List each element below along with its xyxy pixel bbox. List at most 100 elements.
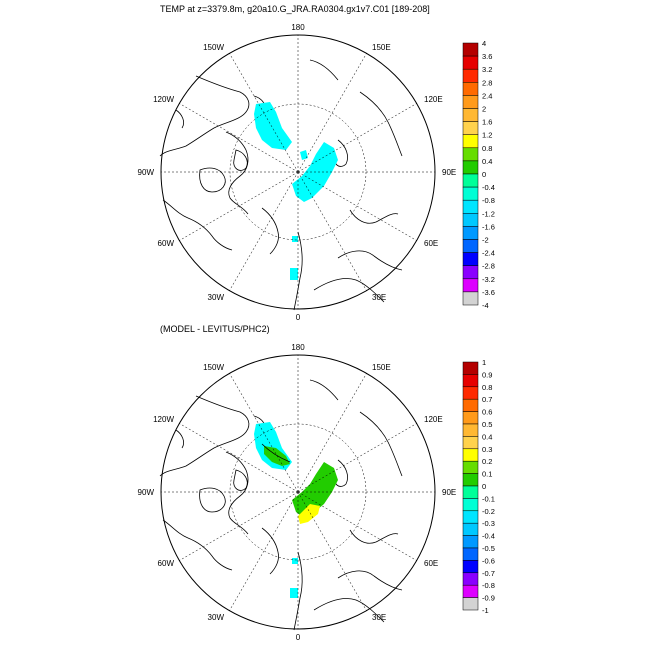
top-colorbar-swatch — [462, 199, 479, 214]
top-colorbar-tick-label: 3.2 — [482, 65, 492, 74]
bottom-colorbar-tick-label: -0.3 — [482, 519, 495, 528]
top-colorbar-swatch — [462, 121, 479, 135]
bottom-colorbar-tick-label: 0.6 — [482, 408, 492, 417]
top-colorbar-tick-label: 1.2 — [482, 131, 492, 140]
top-lon-label-60w: 60W — [158, 239, 175, 248]
bottom-lon-label-180: 180 — [291, 343, 305, 352]
top-colorbar-tick-label: 0.8 — [482, 144, 492, 153]
bottom-colorbar-tick-label: -0.1 — [482, 494, 495, 503]
bottom-colorbar-tick-label: -0.4 — [482, 532, 495, 541]
top-field-patch-c — [290, 268, 298, 280]
bottom-colorbar-swatch — [462, 510, 479, 524]
bottom-colorbar-swatch — [462, 547, 479, 561]
top-colorbar-tick-label: 2.4 — [482, 91, 492, 100]
top-lon-label-120e: 120E — [424, 95, 443, 104]
bottom-field-zero-contour — [261, 443, 291, 463]
bottom-colorbar-tick-label: 0.3 — [482, 445, 492, 454]
bottom-colorbar-tick-label: 0.1 — [482, 470, 492, 479]
top-colorbar-swatch — [462, 147, 479, 162]
top-colorbar-swatch — [462, 82, 479, 96]
top-coastlines — [159, 59, 403, 311]
bottom-lon-label-90e: 90E — [442, 488, 456, 497]
top-longitude-labels: 180 150E 120E 90E 60E 30E 0 30W 60W 90W … — [138, 23, 457, 322]
bottom-lon-label-150e: 150E — [372, 363, 391, 372]
top-colorbar-tick-label: 3.6 — [482, 52, 492, 61]
top-colorbar-tick-label: -2.4 — [482, 249, 495, 258]
top-colorbar-swatch — [462, 55, 479, 70]
bottom-colorbar-swatch — [462, 361, 479, 375]
top-panel-title: TEMP at z=3379.8m, g20a10.G_JRA.RA0304.g… — [160, 4, 430, 14]
top-lon-label-150e: 150E — [372, 43, 391, 52]
top-colorbar: 4 3.6 3.2 2.8 2.4 2 1.6 1.2 0.8 0.4 0 -0.4 -0.8 -1.2 -… — [462, 39, 495, 310]
top-colorbar-tick-label: 0.4 — [482, 157, 492, 166]
bottom-lon-label-60w: 60W — [158, 559, 175, 568]
top-lon-label-30w: 30W — [208, 293, 225, 302]
top-colorbar-tick-label: 2 — [482, 105, 486, 114]
bottom-colorbar-swatch — [462, 460, 479, 474]
bottom-colorbar-tick-label: -0.7 — [482, 569, 495, 578]
bottom-colorbar-swatch — [462, 498, 479, 512]
top-panel: TEMP at z=3379.8m, g20a10.G_JRA.RA0304.g… — [138, 4, 495, 322]
top-lon-label-90w: 90W — [138, 168, 155, 177]
bottom-colorbar-tick-label: -0.6 — [482, 556, 495, 565]
top-colorbar-tick-label: -0.8 — [482, 196, 495, 205]
bottom-colorbar-swatch — [462, 485, 479, 499]
top-colorbar-tick-label: -0.4 — [482, 183, 495, 192]
top-lon-label-150w: 150W — [203, 43, 224, 52]
top-lon-label-60e: 60E — [424, 239, 438, 248]
bottom-field-eurasian-basin — [292, 462, 338, 518]
top-colorbar-swatch — [462, 160, 479, 175]
bottom-colorbar-swatch — [462, 535, 479, 549]
bottom-colorbar-tick-label: 0.4 — [482, 432, 492, 441]
top-colorbar-swatch — [462, 239, 479, 253]
top-colorbar-tick-label: -3.6 — [482, 288, 495, 297]
bottom-lon-label-60e: 60E — [424, 559, 438, 568]
top-lon-label-90e: 90E — [442, 168, 456, 177]
bottom-colorbar-tick-label: 0 — [482, 482, 486, 491]
top-colorbar-tick-label: 1.6 — [482, 118, 492, 127]
bottom-colorbar-swatch — [462, 411, 479, 425]
bottom-colorbar-tick-label: -1 — [482, 606, 489, 615]
top-lon-label-180: 180 — [291, 23, 305, 32]
top-colorbar-swatch — [462, 252, 479, 266]
bottom-colorbar: 1 0.9 0.8 0.7 0.6 0.5 0.4 0.3 0.2 0.1 0 -0.1 -0.2 -0.… — [462, 358, 495, 615]
bottom-lon-label-120w: 120W — [153, 415, 174, 424]
bottom-colorbar-tick-label: -0.9 — [482, 594, 495, 603]
bottom-field-patch-a — [292, 558, 298, 564]
top-colorbar-swatch — [462, 186, 479, 201]
bottom-colorbar-swatch — [462, 572, 479, 586]
bottom-colorbar-swatch — [462, 597, 479, 611]
bottom-panel: (MODEL - LEVITUS/PHC2) — [138, 324, 495, 642]
top-lon-label-120w: 120W — [153, 95, 174, 104]
top-colorbar-swatch — [462, 226, 479, 240]
bottom-colorbar-swatch — [462, 386, 479, 400]
top-colorbar-tick-label: 4 — [482, 39, 486, 48]
top-colorbar-tick-label: 0 — [482, 170, 486, 179]
top-colorbar-tick-label: 2.8 — [482, 78, 492, 87]
top-colorbar-tick-label: -3.2 — [482, 275, 495, 284]
bottom-colorbar-swatch — [462, 522, 479, 536]
bottom-panel-title: (MODEL - LEVITUS/PHC2) — [160, 324, 270, 334]
top-lon-label-0: 0 — [296, 313, 301, 322]
top-map-boundary — [160, 34, 436, 310]
bottom-colorbar-swatch — [462, 374, 479, 388]
bottom-coastlines — [159, 379, 403, 631]
top-colorbar-tick-label: -2.8 — [482, 262, 495, 271]
bottom-map-boundary — [160, 354, 436, 630]
top-colorbar-swatch — [462, 68, 479, 83]
bottom-graticule — [161, 355, 435, 629]
bottom-field-eurasian-yellow — [298, 504, 320, 524]
top-colorbar-swatch — [462, 95, 479, 109]
bottom-colorbar-tick-label: -0.2 — [482, 507, 495, 516]
bottom-longitude-labels: 180 150E 120E 90E 60E 30E 0 30W 60W 90W … — [138, 343, 457, 642]
bottom-colorbar-tick-label: -0.8 — [482, 581, 495, 590]
top-colorbar-tick-label: -4 — [482, 301, 489, 310]
bottom-colorbar-swatch — [462, 584, 479, 598]
bottom-field-patch-b — [290, 588, 298, 598]
bottom-lon-label-30e: 30E — [372, 613, 386, 622]
bottom-colorbar-swatch — [462, 473, 479, 487]
top-colorbar-swatch — [462, 213, 479, 227]
top-colorbar-swatch — [462, 278, 479, 293]
top-colorbar-swatch — [462, 173, 479, 188]
